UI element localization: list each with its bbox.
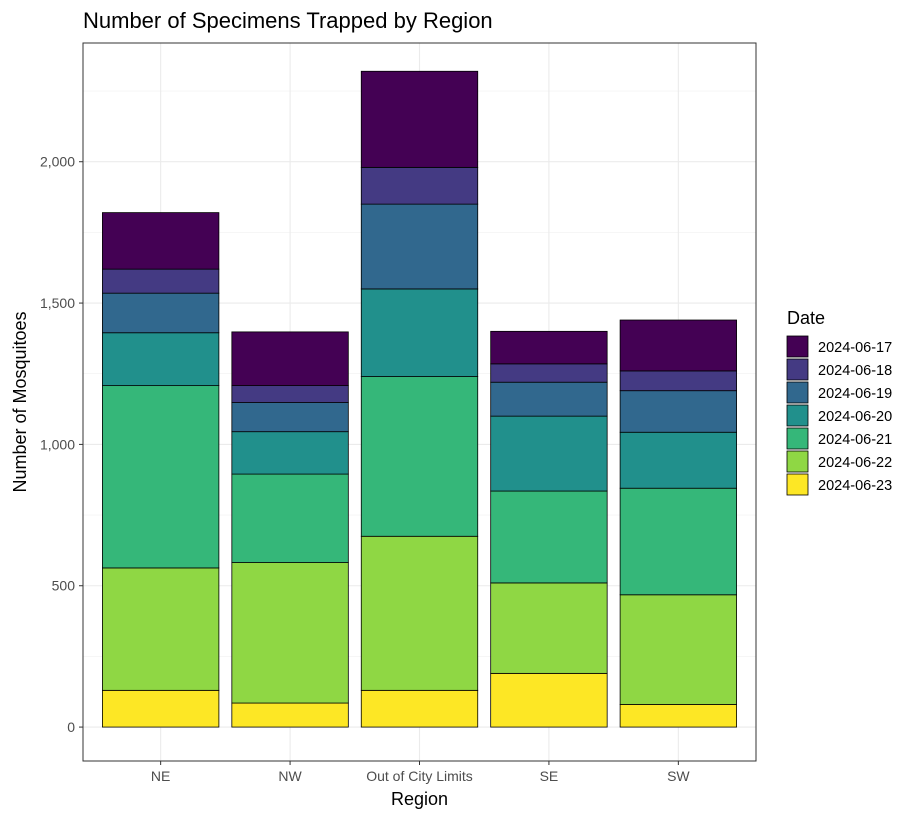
x-axis: NE NW Out of City Limits SE SW [151, 761, 690, 784]
bar-segment [231, 473, 349, 563]
y-tick-label: 2,000 [40, 154, 75, 170]
bar-segment [360, 166, 479, 205]
legend-title: Date [787, 308, 825, 328]
bar-segment [102, 212, 220, 270]
bar-segment [360, 535, 479, 691]
bar-segment [102, 567, 220, 691]
bar-segment [231, 702, 349, 728]
bars-group [102, 70, 737, 728]
legend-key [786, 335, 809, 358]
x-tick-label: NE [151, 768, 170, 784]
bar-segment [619, 370, 737, 392]
bar-segment [490, 381, 608, 417]
bar-segment [102, 689, 220, 728]
chart-title: Number of Specimens Trapped by Region [83, 8, 493, 33]
y-tick-label: 1,000 [40, 436, 75, 452]
y-axis: 0 500 1,000 1,500 2,000 [40, 154, 83, 735]
legend-label: 2024-06-22 [818, 455, 892, 471]
legend-key [786, 358, 809, 381]
bar-segment [490, 490, 608, 584]
y-tick-label: 0 [67, 719, 75, 735]
bar-segment [619, 319, 737, 372]
bar-segment [490, 415, 608, 492]
bar-segment [231, 431, 349, 475]
legend: Date 2024-06-17 2024-06-18 2024-06-19 2024-… [786, 308, 892, 496]
bar-segment [360, 288, 479, 377]
legend-key [786, 473, 809, 496]
legend-key [786, 450, 809, 473]
bar-segment [619, 487, 737, 596]
bar-segment [102, 332, 220, 387]
bar-segment [619, 431, 737, 489]
bar-segment [619, 704, 737, 728]
bar-segment [619, 390, 737, 433]
legend-label: 2024-06-17 [818, 340, 892, 356]
bar-segment [490, 582, 608, 674]
legend-label: 2024-06-18 [818, 363, 892, 379]
bar-segment [231, 402, 349, 433]
x-tick-label: Out of City Limits [366, 768, 473, 784]
bar-segment [231, 562, 349, 704]
legend-key [786, 427, 809, 450]
legend-key [786, 381, 809, 404]
bar-segment [102, 292, 220, 334]
bar-segment [490, 672, 608, 728]
bar-segment [231, 385, 349, 403]
x-tick-label: NW [278, 768, 302, 784]
x-tick-label: SE [540, 768, 559, 784]
y-axis-title: Number of Mosquitoes [10, 311, 30, 492]
legend-label: 2024-06-21 [818, 432, 892, 448]
x-tick-label: SW [667, 768, 690, 784]
bar-segment [490, 330, 608, 365]
bar-segment [360, 376, 479, 537]
bar-segment [102, 268, 220, 294]
bar-segment [360, 203, 479, 290]
legend-label: 2024-06-23 [818, 478, 892, 494]
legend-label: 2024-06-19 [818, 386, 892, 402]
legend-key [786, 404, 809, 427]
x-axis-title: Region [391, 789, 448, 809]
y-tick-label: 1,500 [40, 295, 75, 311]
bar-segment [360, 70, 479, 168]
bar-segment [231, 331, 349, 387]
bar-segment [360, 689, 479, 728]
bar-segment [619, 594, 737, 705]
y-tick-label: 500 [52, 578, 76, 594]
bar-segment [102, 385, 220, 569]
bar-segment [490, 363, 608, 383]
legend-label: 2024-06-20 [818, 409, 892, 425]
